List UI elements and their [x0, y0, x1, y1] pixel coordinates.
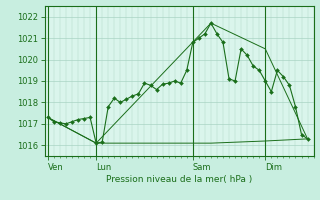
X-axis label: Pression niveau de la mer( hPa ): Pression niveau de la mer( hPa )	[106, 175, 252, 184]
